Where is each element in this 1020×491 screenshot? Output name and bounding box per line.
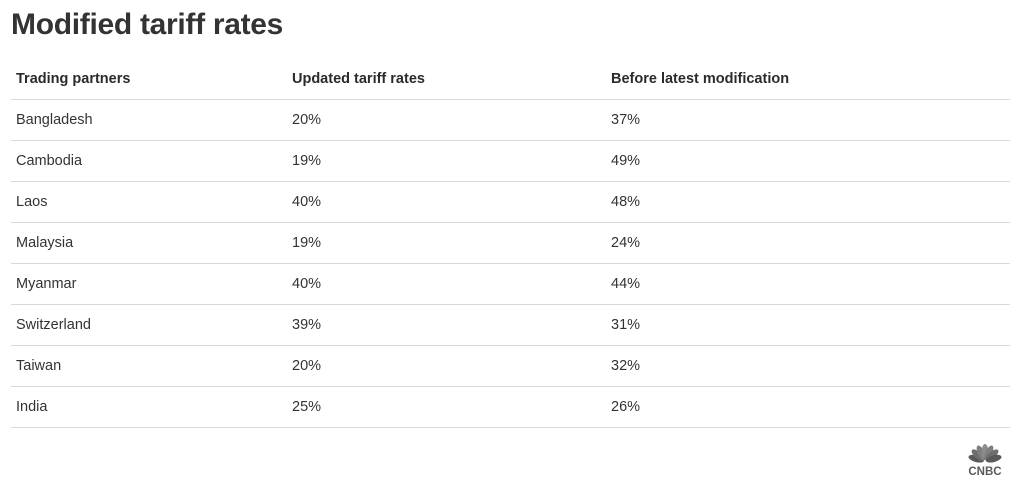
cell-previous-rate: 31% [611, 317, 641, 333]
chart-title: Modified tariff rates [11, 8, 284, 41]
cell-previous-rate: 48% [611, 194, 641, 210]
table-row: Myanmar 40% 44% [11, 264, 1010, 305]
cell-country: Switzerland [16, 317, 91, 333]
cell-updated-rate: 20% [292, 112, 322, 128]
column-header-updated-rates: Updated tariff rates [292, 70, 425, 87]
table-row: Taiwan 20% 32% [11, 346, 1010, 387]
cnbc-logo: CNBC [968, 444, 1002, 478]
cell-country: India [16, 399, 48, 415]
cell-updated-rate: 40% [292, 194, 322, 210]
cell-previous-rate: 32% [611, 358, 641, 374]
table-header-row: Trading partners Updated tariff rates Be… [11, 58, 1010, 100]
cell-updated-rate: 19% [292, 153, 322, 169]
cnbc-peacock-icon [968, 444, 1002, 463]
cell-previous-rate: 44% [611, 276, 641, 292]
cell-country: Taiwan [16, 358, 62, 374]
cell-country: Malaysia [16, 235, 74, 251]
table-row: Switzerland 39% 31% [11, 305, 1010, 346]
cell-previous-rate: 26% [611, 399, 641, 415]
column-header-trading-partners: Trading partners [16, 70, 131, 87]
cell-previous-rate: 49% [611, 153, 641, 169]
table-row: India 25% 26% [11, 387, 1010, 428]
column-header-before-modification: Before latest modification [611, 70, 790, 87]
cell-country: Laos [16, 194, 48, 210]
table-row: Cambodia 19% 49% [11, 141, 1010, 182]
cell-previous-rate: 37% [611, 112, 641, 128]
cell-updated-rate: 19% [292, 235, 322, 251]
cell-updated-rate: 40% [292, 276, 322, 292]
cell-updated-rate: 39% [292, 317, 322, 333]
cell-country: Bangladesh [16, 112, 93, 128]
table-row: Malaysia 19% 24% [11, 223, 1010, 264]
tariff-table: Trading partners Updated tariff rates Be… [11, 58, 1010, 428]
table-row: Laos 40% 48% [11, 182, 1010, 223]
cell-country: Myanmar [16, 276, 77, 292]
cnbc-logo-text: CNBC [968, 466, 1001, 478]
cell-updated-rate: 25% [292, 399, 322, 415]
cell-country: Cambodia [16, 153, 83, 169]
peacock-feather [985, 454, 1002, 463]
table-row: Bangladesh 20% 37% [11, 100, 1010, 141]
cell-previous-rate: 24% [611, 235, 641, 251]
cell-updated-rate: 20% [292, 358, 322, 374]
